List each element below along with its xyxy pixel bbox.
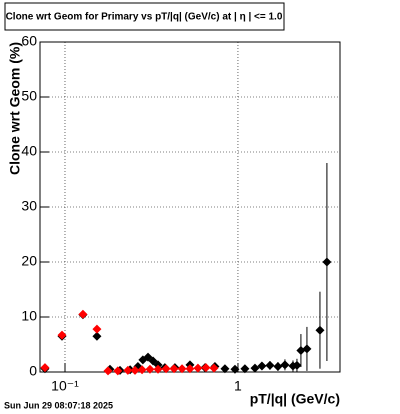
- chart-title: Clone wrt Geom for Primary vs pT/|q| (Ge…: [6, 12, 283, 23]
- marker: [169, 364, 179, 374]
- marker: [265, 360, 275, 370]
- marker: [130, 365, 140, 375]
- marker: [302, 344, 312, 354]
- marker: [57, 330, 67, 340]
- marker: [280, 360, 290, 370]
- marker: [315, 325, 325, 335]
- marker: [273, 362, 283, 371]
- marker: [177, 364, 187, 374]
- x-tick-label: 1: [234, 378, 242, 394]
- y-tick-label: 20: [21, 253, 37, 269]
- y-axis-label: Clone wrt Geom (%): [7, 42, 23, 175]
- marker: [209, 363, 219, 373]
- footer: Sun Jun 29 08:07:18 2025: [4, 400, 113, 410]
- y-tick-label: 40: [21, 143, 37, 159]
- marker: [137, 365, 147, 375]
- marker: [153, 364, 163, 374]
- y-tick-label: 30: [21, 198, 37, 214]
- marker: [250, 363, 260, 373]
- marker: [193, 363, 203, 373]
- marker: [92, 324, 102, 334]
- marker: [230, 364, 240, 374]
- marker: [185, 364, 195, 374]
- marker: [40, 363, 50, 373]
- x-axis-label: pT/|q| (GeV/c): [250, 391, 340, 407]
- marker: [201, 363, 211, 373]
- marker: [220, 364, 230, 374]
- y-tick-label: 50: [21, 88, 37, 104]
- marker: [123, 365, 133, 375]
- y-tick-label: 10: [21, 308, 37, 324]
- marker: [161, 364, 171, 374]
- marker: [257, 361, 267, 371]
- marker: [78, 309, 88, 319]
- y-tick-label: 60: [21, 33, 37, 49]
- marker: [240, 364, 250, 374]
- title-box: [4, 2, 285, 31]
- y-tick-label: 0: [29, 363, 37, 379]
- x-tick-label: 10⁻¹: [51, 378, 79, 394]
- marker: [92, 331, 102, 341]
- marker: [145, 364, 155, 374]
- marker: [292, 360, 302, 370]
- marker: [322, 257, 332, 267]
- marker: [103, 366, 113, 376]
- marker: [113, 366, 123, 376]
